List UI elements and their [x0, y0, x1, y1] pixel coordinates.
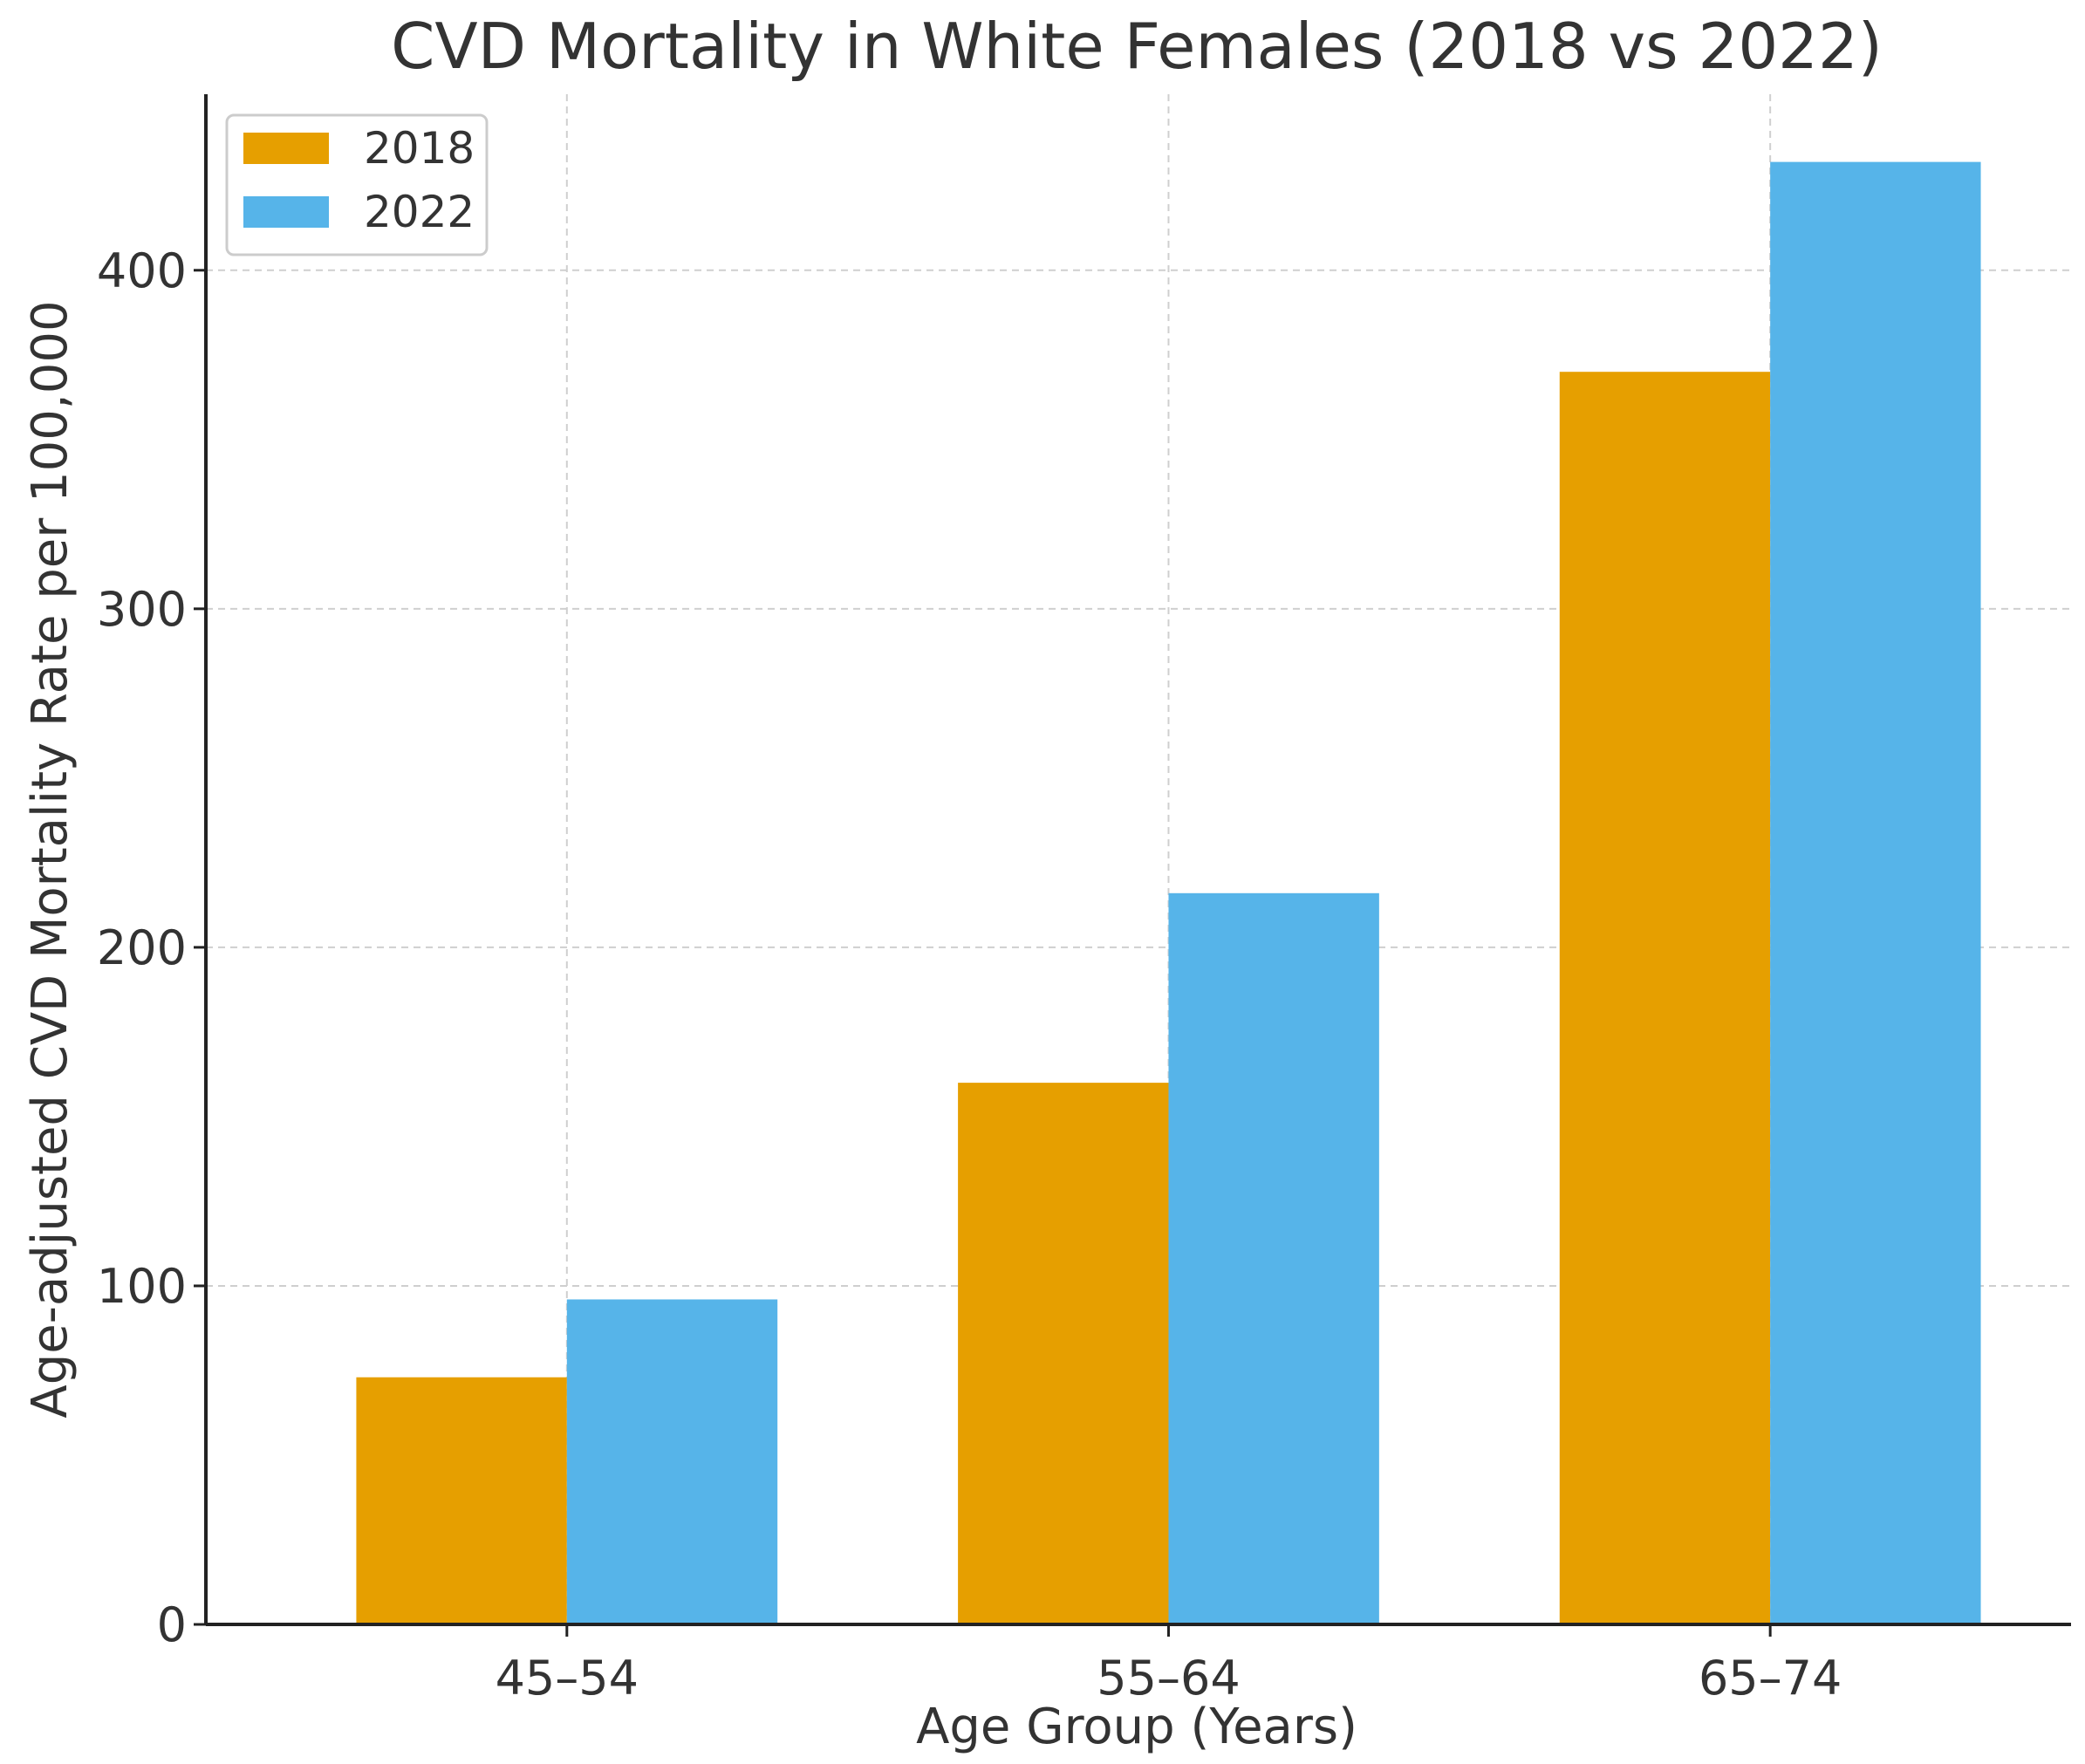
- bar-2018-45–54: [356, 1377, 567, 1624]
- y-tick-label: 0: [157, 1597, 187, 1652]
- legend-swatch-2018: [243, 133, 329, 164]
- bar-2022-45–54: [566, 1299, 778, 1624]
- y-axis-ticks: 0 100 200 300 400: [97, 243, 206, 1652]
- y-tick-label: 400: [97, 243, 187, 298]
- bar-2018-65–74: [1559, 372, 1771, 1624]
- y-tick-label: 200: [97, 920, 187, 975]
- y-tick-label: 300: [97, 582, 187, 637]
- bar-2018-55–64: [958, 1083, 1169, 1624]
- y-tick-label: 100: [97, 1259, 187, 1314]
- bar-2022-65–74: [1770, 161, 1981, 1625]
- x-axis-label: Age Group (Years): [916, 1699, 1357, 1755]
- legend-label-2018: 2018: [364, 123, 475, 174]
- legend-swatch-2022: [243, 196, 329, 228]
- chart-title: CVD Mortality in White Females (2018 vs …: [391, 10, 1883, 83]
- legend: 2018 2022: [225, 113, 489, 256]
- legend-label-2022: 2022: [364, 187, 475, 237]
- x-tick-label: 45–54: [496, 1651, 639, 1706]
- x-tick-label: 65–74: [1699, 1651, 1842, 1706]
- x-axis-ticks: 45–54 55–64 65–74: [496, 1624, 1842, 1706]
- x-tick-label: 55–64: [1097, 1651, 1240, 1706]
- bars: [356, 161, 1981, 1625]
- bar-2022-55–64: [1168, 892, 1379, 1624]
- y-axis-label: Age-adjusted CVD Mortality Rate per 100,…: [22, 300, 79, 1418]
